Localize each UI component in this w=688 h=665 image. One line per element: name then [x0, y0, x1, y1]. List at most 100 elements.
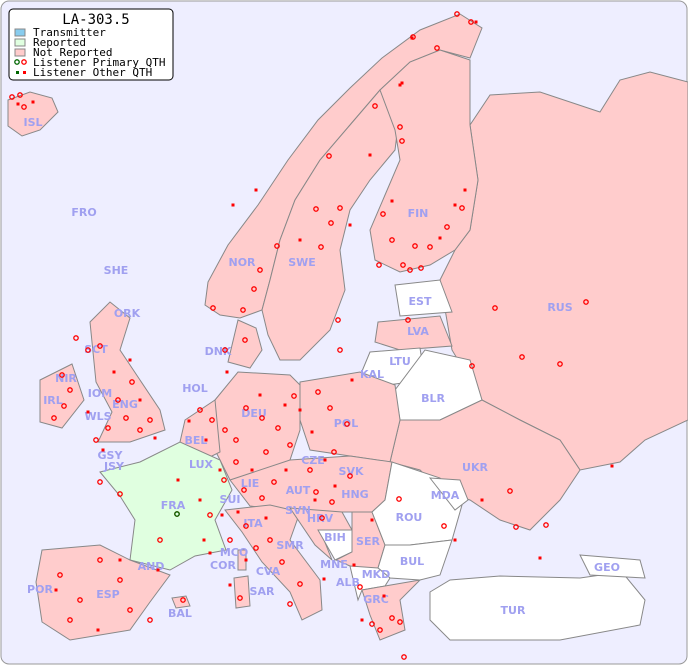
- reported-swatch: [14, 38, 26, 47]
- country-label-ork: ORK: [114, 307, 141, 320]
- listener-other-qth-marker: [400, 81, 404, 85]
- listener-primary-qth-marker: [454, 11, 460, 17]
- listener-primary-qth-marker: [59, 372, 65, 378]
- listener-primary-qth-marker: [105, 425, 111, 431]
- listener-primary-qth-marker: [233, 437, 239, 443]
- listener-primary-qth-marker: [243, 405, 249, 411]
- country-label-and: AND: [138, 560, 165, 573]
- listener-primary-qth-marker: [93, 437, 99, 443]
- listener-other-qth-marker: [382, 594, 386, 598]
- country-label-cze: CZE: [301, 454, 325, 467]
- listener-primary-qth-marker: [389, 615, 395, 621]
- listener-primary-qth-marker: [233, 459, 239, 465]
- country-label-gsy: GSY: [98, 449, 124, 462]
- listener-primary-qth-marker: [67, 617, 73, 623]
- country-label-nir: NIR: [55, 372, 77, 385]
- listener-primary-qth-marker: [85, 347, 91, 353]
- listener-other-qth-marker: [244, 558, 248, 562]
- primary-qth-icon: [21, 59, 27, 65]
- listener-primary-qth-marker: [97, 479, 103, 485]
- listener-primary-qth-marker: [468, 19, 474, 25]
- country-label-grc: GRC: [363, 593, 389, 606]
- listener-primary-qth-marker: [327, 405, 333, 411]
- country-label-ukr: UKR: [462, 461, 488, 474]
- country-label-aut: AUT: [286, 484, 311, 497]
- listener-primary-qth-marker: [115, 397, 121, 403]
- listener-primary-qth-marker: [287, 601, 293, 607]
- listener-other-qth-marker: [410, 36, 414, 40]
- listener-primary-qth-marker: [441, 523, 447, 529]
- listener-other-qth-marker: [153, 436, 157, 440]
- country-esp-por: [35, 544, 171, 641]
- country-label-ser: SER: [356, 535, 380, 548]
- listener-other-qth-marker: [208, 551, 212, 555]
- listener-primary-qth-marker: [127, 607, 133, 613]
- listener-primary-qth-marker: [459, 205, 465, 211]
- listener-primary-qth-marker: [237, 595, 243, 601]
- country-label-fra: FRA: [161, 499, 186, 512]
- listener-primary-qth-marker: [97, 343, 103, 349]
- listener-other-qth-marker: [118, 558, 122, 562]
- listener-other-qth-marker: [463, 188, 467, 192]
- listener-primary-qth-marker: [263, 449, 269, 455]
- listener-other-qth-marker: [298, 238, 302, 242]
- legend-label: Listener Other QTH: [33, 66, 152, 79]
- listener-primary-qth-marker: [147, 617, 153, 623]
- listener-primary-qth-marker: [251, 286, 257, 292]
- listener-primary-qth-marker: [329, 499, 335, 505]
- listener-other-qth-marker: [138, 398, 142, 402]
- listener-primary-qth-marker: [221, 477, 227, 483]
- listener-other-qth-marker: [176, 478, 180, 482]
- listener-other-qth-marker: [54, 588, 58, 592]
- listener-primary-qth-marker: [405, 317, 411, 323]
- listener-primary-qth-marker: [210, 305, 216, 311]
- country-label-blr: BLR: [421, 392, 445, 405]
- listener-primary-qth-marker: [51, 415, 57, 421]
- country-label-dnk: DNK: [205, 345, 232, 358]
- listener-other-qth-marker: [96, 628, 100, 632]
- listener-primary-qth-marker: [313, 206, 319, 212]
- country-mda: [428, 477, 469, 511]
- listener-other-qth-marker: [310, 430, 314, 434]
- country-label-tur: TUR: [501, 604, 526, 617]
- country-label-swe: SWE: [288, 256, 316, 269]
- listener-other-qth-marker: [204, 438, 208, 442]
- listener-primary-qth-marker: [372, 103, 378, 109]
- country-grc: [361, 579, 422, 641]
- listener-primary-qth-marker: [147, 417, 153, 423]
- listener-primary-qth-marker: [157, 537, 163, 543]
- listener-primary-qth-marker: [369, 621, 375, 627]
- legend-box: [8, 8, 174, 81]
- listener-primary-qth-marker: [77, 597, 83, 603]
- listener-other-qth-marker: [453, 538, 457, 542]
- listener-primary-qth-marker: [337, 347, 343, 353]
- listener-other-qth-marker: [156, 568, 160, 572]
- listener-primary-qth-marker: [399, 138, 405, 144]
- country-label-smr: SMR: [276, 539, 304, 552]
- listener-primary-qth-marker: [123, 415, 129, 421]
- listener-primary-qth-marker: [319, 515, 325, 521]
- listener-primary-qth-marker: [344, 421, 350, 427]
- listener-other-qth-marker: [352, 563, 356, 567]
- listener-other-qth-marker: [453, 203, 457, 207]
- country-irl: [39, 363, 85, 429]
- country-label-bel: BEL: [185, 434, 208, 447]
- listener-primary-qth-marker: [396, 496, 402, 502]
- listener-primary-qth-marker: [9, 94, 15, 100]
- country-label-she: SHE: [104, 264, 129, 277]
- listener-other-qth-marker: [16, 102, 20, 106]
- listener-primary-qth-marker: [407, 267, 413, 273]
- country-gbr: [89, 301, 166, 443]
- country-label-rou: ROU: [396, 511, 423, 524]
- country-dnk: [227, 319, 263, 369]
- listener-other-qth-marker: [258, 393, 262, 397]
- country-label-kal: KAL: [360, 368, 384, 381]
- listener-primary-qth-marker: [259, 415, 265, 421]
- country-label-iom: IOM: [88, 387, 112, 400]
- listener-primary-qth-marker: [129, 379, 135, 385]
- listener-primary-qth-marker: [271, 479, 277, 485]
- country-label-isl: ISL: [23, 116, 42, 129]
- listener-primary-qth-marker: [207, 512, 213, 518]
- country-label-fin: FIN: [408, 207, 429, 220]
- listener-other-qth-marker: [231, 203, 235, 207]
